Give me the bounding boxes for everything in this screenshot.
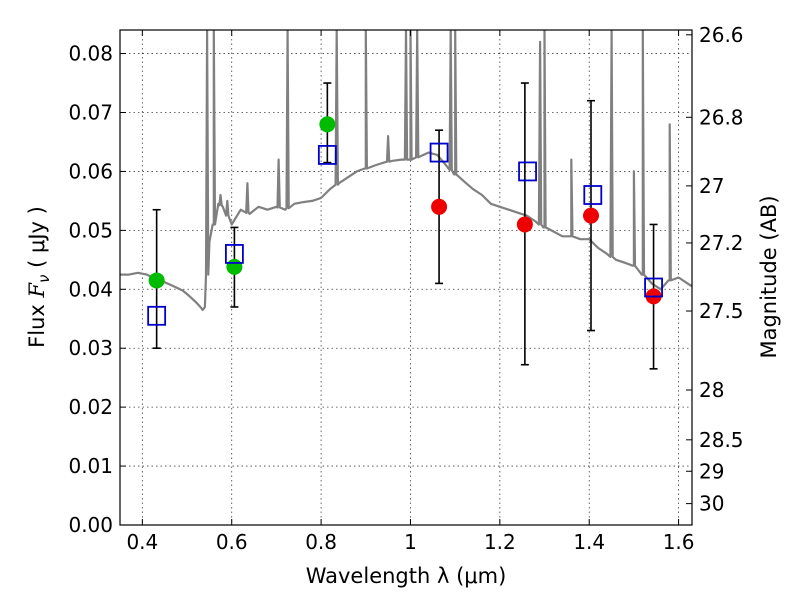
- y-tick-label: 0.04: [68, 277, 113, 301]
- y2-tick-label: 27.5: [699, 299, 744, 323]
- plot-frame: [119, 29, 693, 526]
- red-point: [431, 198, 448, 215]
- y-axis-label: Flux Fν ( μJy ): [25, 206, 53, 348]
- y-axis-label-prefix: Flux: [25, 298, 49, 348]
- y2-tick-label: 28: [699, 378, 724, 402]
- y-tick-label: 0.06: [68, 159, 113, 183]
- x-tick-label: 1: [404, 530, 417, 554]
- blue-square-point: [429, 142, 449, 163]
- y2-axis-label: Magnitude (AB): [757, 195, 781, 358]
- x-tick-label: 0.8: [305, 530, 337, 554]
- blue-square-point: [224, 244, 244, 264]
- data-markers: [147, 116, 663, 326]
- blue-square-point: [147, 305, 167, 326]
- y2-tick-label: 30: [699, 492, 724, 516]
- green-point: [148, 272, 165, 289]
- y2-tick-label: 28.5: [699, 428, 744, 452]
- red-point: [516, 216, 533, 233]
- green-point: [319, 116, 336, 133]
- y-tick-label: 0.03: [68, 336, 113, 360]
- y-tick-label: 0.02: [68, 395, 113, 419]
- y-axis-label-subscript: ν: [35, 275, 53, 283]
- model-spectrum-line: [120, 30, 692, 311]
- y2-tick-label: 27.2: [699, 231, 744, 255]
- x-tick-label: 1.4: [573, 530, 605, 554]
- red-point: [583, 207, 600, 224]
- y2-axis: 26.6 26.8 27 27.2 27.5 28 28.5 29 30: [686, 23, 744, 516]
- y-tick-label: 0.01: [68, 454, 113, 478]
- blue-square-point: [644, 277, 663, 298]
- x-tick-label: 1.2: [484, 530, 516, 554]
- y-tick-label: 0.00: [68, 513, 113, 537]
- x-tick-label: 0.6: [216, 530, 248, 554]
- blue-square-point: [317, 145, 337, 165]
- y-axis-label-symbol: F: [25, 282, 49, 299]
- x-tick-label: 0.4: [126, 530, 158, 554]
- y-tick-label: 0.08: [68, 42, 113, 66]
- y2-tick-label: 29: [699, 459, 724, 483]
- y2-tick-label: 26.6: [699, 23, 744, 47]
- y2-tick-label: 27: [699, 174, 724, 198]
- blue-square-point: [518, 161, 537, 182]
- y-axis-label-unit: ( μJy ): [25, 206, 49, 274]
- y-axis: 0.00 0.01 0.02 0.03 0.04 0.05 0.06 0.07 0.08: [68, 42, 126, 537]
- green-point: [226, 258, 243, 275]
- x-tick-label: 1.6: [663, 530, 695, 554]
- y-tick-label: 0.05: [68, 218, 113, 242]
- y-tick-label: 0.07: [68, 101, 113, 125]
- x-axis-label: Wavelength λ (μm): [306, 564, 507, 588]
- y2-tick-label: 26.8: [699, 105, 744, 129]
- model-spectrum: [120, 30, 692, 311]
- x-axis: 0.4 0.6 0.8 1 1.2 1.4 1.6: [126, 30, 695, 554]
- blue-square-point: [583, 185, 603, 205]
